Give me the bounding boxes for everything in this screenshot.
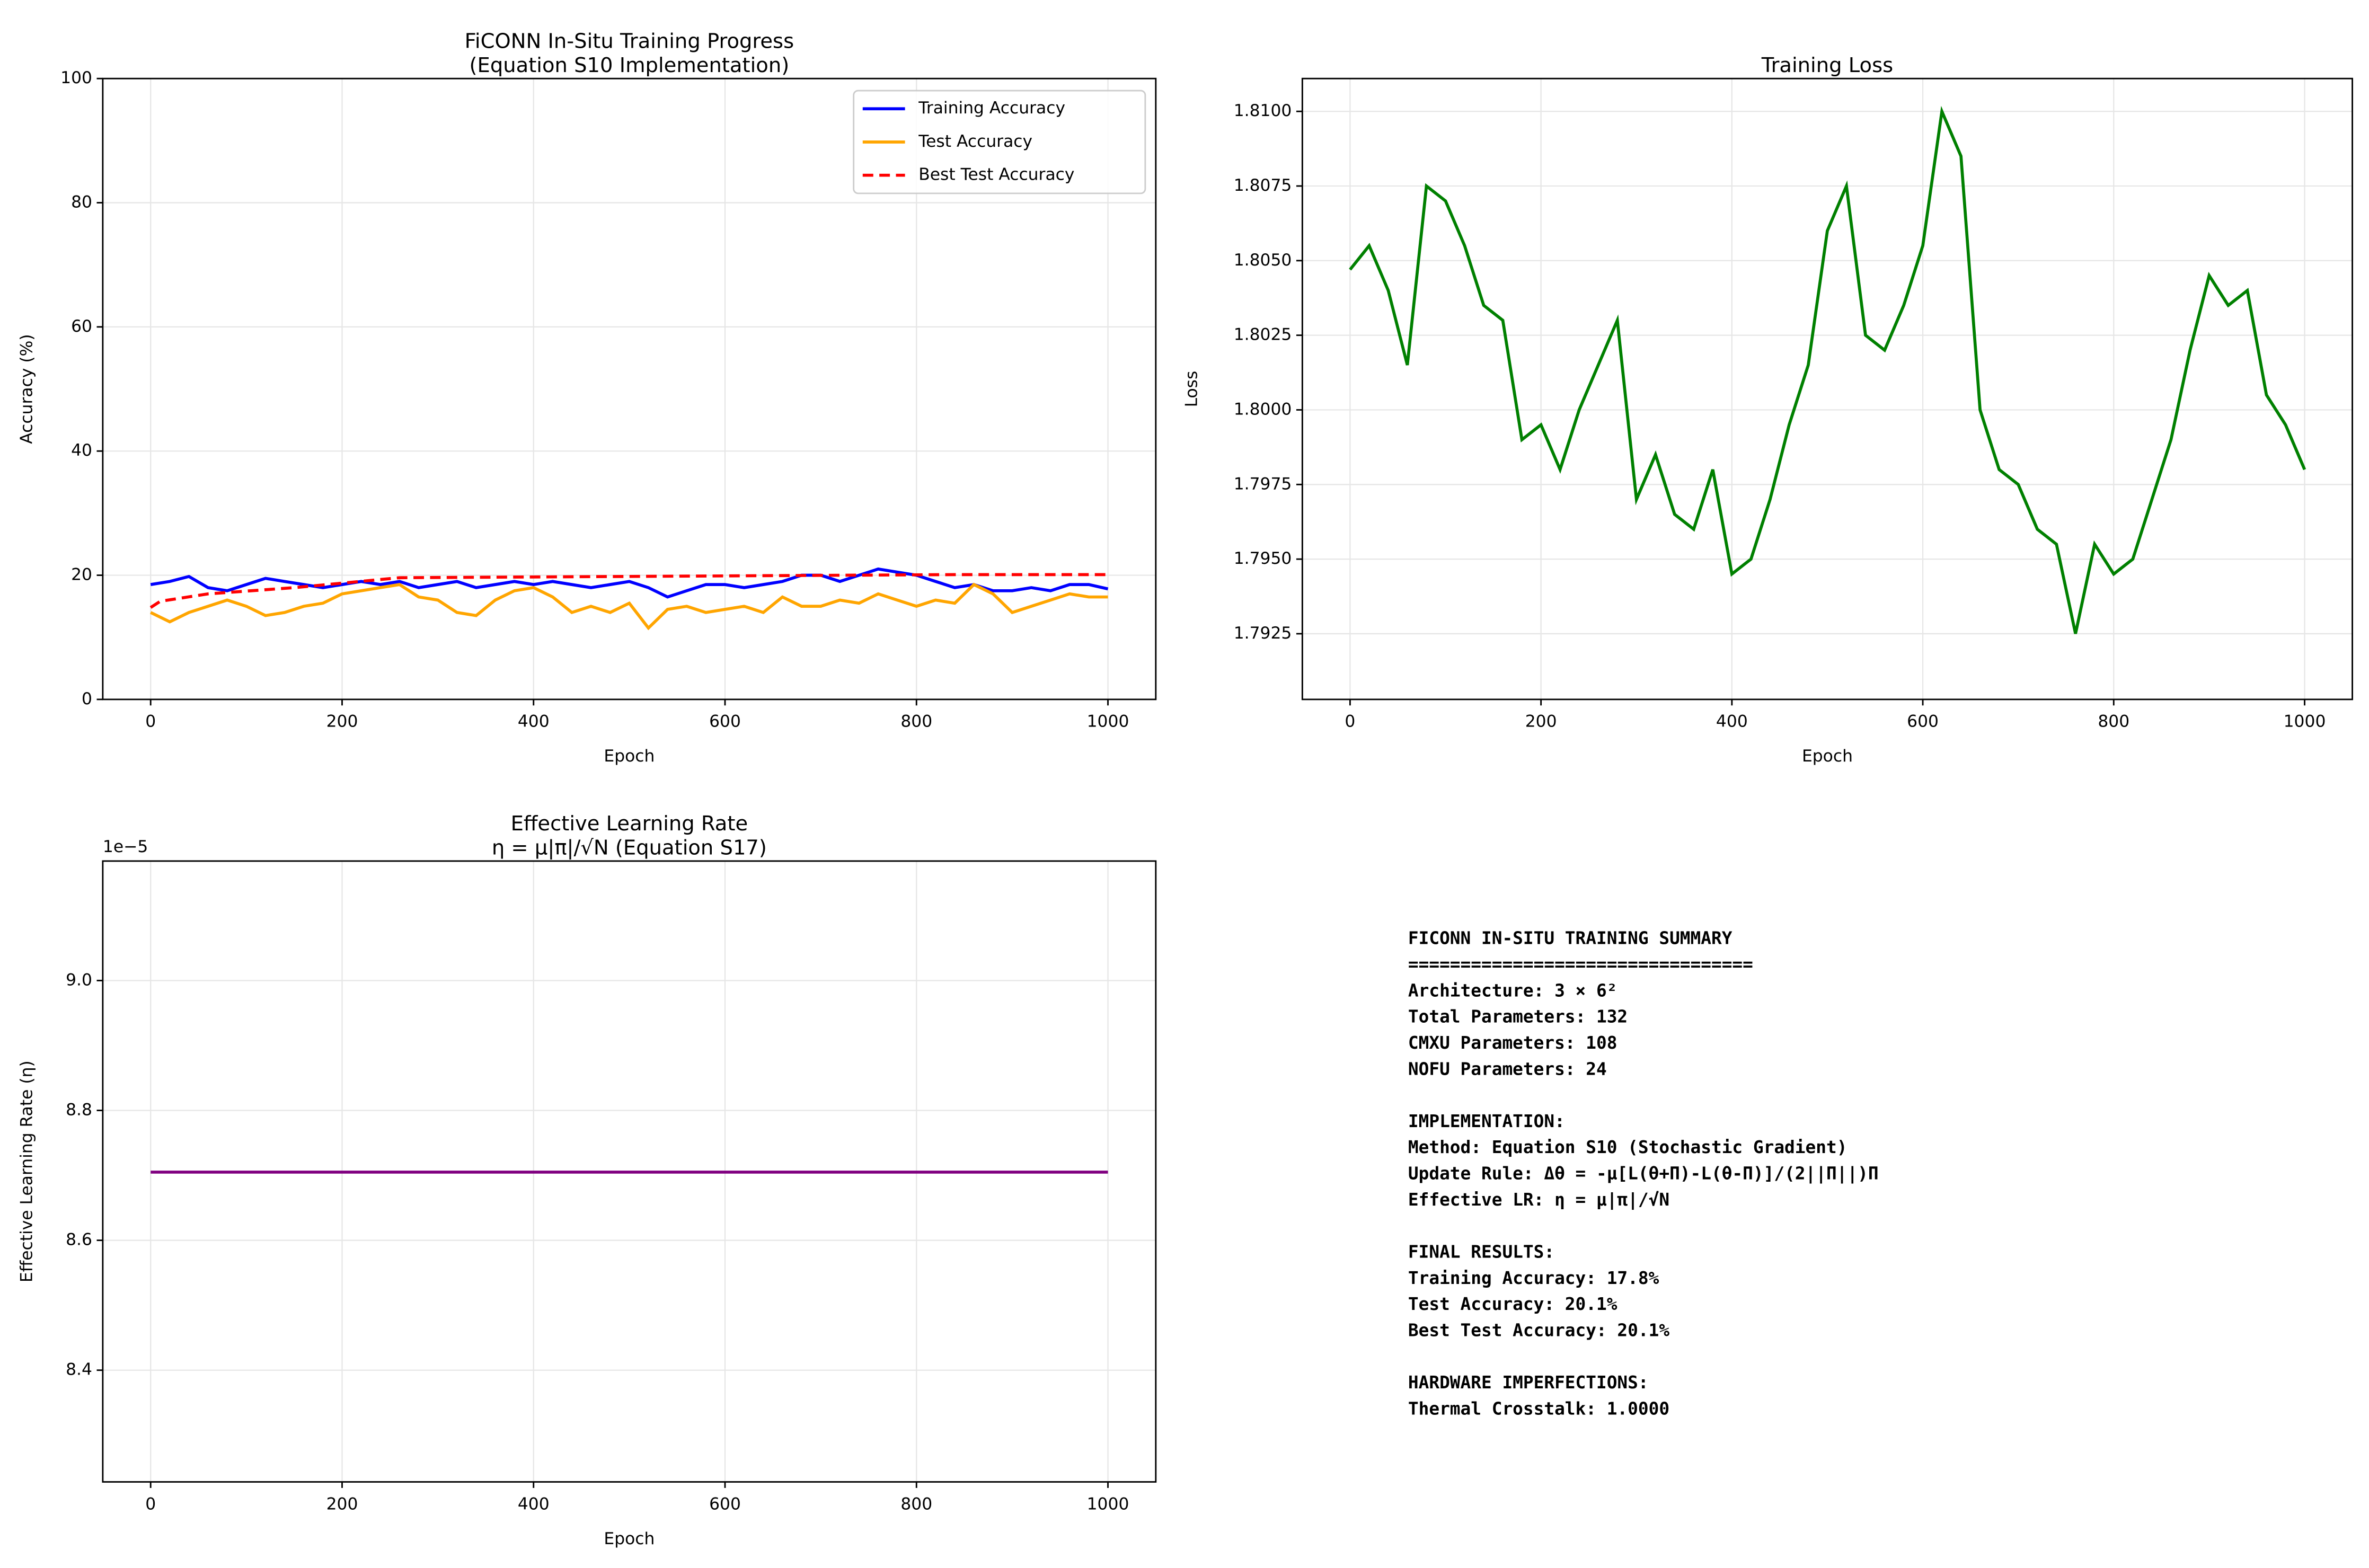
summary-line: NOFU Parameters: 24 — [1408, 1059, 1607, 1079]
summary-line: Thermal Crosstalk: 1.0000 — [1408, 1398, 1669, 1419]
summary-line: Effective LR: η = μ|π|/√N — [1408, 1190, 1669, 1210]
summary-line: ================================= — [1408, 954, 1753, 975]
y-tick-label: 8.8 — [66, 1100, 92, 1119]
y-tick-label: 1.8000 — [1234, 400, 1292, 419]
chart-title: η = μ|π|/√N (Equation S17) — [492, 836, 767, 860]
x-tick-label: 600 — [709, 1494, 741, 1513]
summary-line: CMXU Parameters: 108 — [1408, 1033, 1617, 1053]
data-line — [1349, 105, 2306, 634]
summary-line: Total Parameters: 132 — [1408, 1007, 1628, 1027]
summary-line: Training Accuracy: 17.8% — [1408, 1268, 1659, 1288]
summary-line: Architecture: 3 × 6² — [1408, 980, 1617, 1000]
x-tick-label: 600 — [709, 712, 741, 731]
summary-line: Test Accuracy: 20.1% — [1408, 1294, 1617, 1314]
chart-title: FiCONN In-Situ Training Progress — [465, 29, 794, 53]
x-tick-label: 1000 — [1087, 712, 1129, 731]
y-tick-label: 1.7975 — [1234, 474, 1292, 493]
summary-line: IMPLEMENTATION: — [1408, 1111, 1565, 1131]
axes-frame — [1301, 77, 2353, 701]
y-tick-label: 60 — [71, 317, 92, 336]
y-tick-label: 8.6 — [66, 1230, 92, 1250]
y-tick-label: 9.0 — [66, 970, 92, 989]
x-tick-label: 200 — [326, 712, 358, 731]
y-tick-label: 40 — [71, 441, 92, 460]
legend-label: Training Accuracy — [918, 99, 1065, 118]
x-tick-label: 0 — [145, 712, 156, 731]
y-tick-label: 100 — [60, 68, 92, 87]
chart-title: Training Loss — [1761, 54, 1893, 77]
y-tick-label: 8.4 — [66, 1360, 92, 1379]
summary-line: Best Test Accuracy: 20.1% — [1408, 1320, 1669, 1340]
chart-title: (Equation S10 Implementation) — [470, 54, 790, 77]
summary-line: FINAL RESULTS: — [1408, 1242, 1554, 1262]
summary-line: HARDWARE IMPERFECTIONS: — [1408, 1372, 1649, 1393]
y-tick-label: 20 — [71, 565, 92, 584]
y-tick-label: 1.8025 — [1234, 325, 1292, 344]
y-axis-label: Effective Learning Rate (η) — [17, 1060, 36, 1282]
x-tick-label: 400 — [1716, 712, 1748, 731]
y-tick-label: 1.8075 — [1234, 176, 1292, 195]
x-tick-label: 200 — [1525, 712, 1557, 731]
y-axis-label: Loss — [1182, 371, 1201, 407]
x-tick-label: 200 — [326, 1494, 358, 1513]
x-axis-label: Epoch — [604, 747, 655, 766]
y-tick-label: 1.7950 — [1234, 549, 1292, 568]
x-tick-label: 1000 — [2284, 712, 2326, 731]
y-tick-label: 0 — [82, 689, 92, 708]
legend-label: Best Test Accuracy — [918, 165, 1074, 184]
data-line — [149, 582, 1108, 631]
x-tick-label: 600 — [1907, 712, 1939, 731]
axes-frame — [102, 77, 1157, 701]
y-tick-label: 1.7925 — [1234, 624, 1292, 643]
x-tick-label: 1000 — [1087, 1494, 1129, 1513]
x-tick-label: 400 — [518, 712, 550, 731]
x-tick-label: 400 — [518, 1494, 550, 1513]
x-tick-label: 800 — [2098, 712, 2129, 731]
x-tick-label: 800 — [900, 712, 932, 731]
legend-label: Test Accuracy — [918, 132, 1032, 151]
summary-line: Method: Equation S10 (Stochastic Gradien… — [1408, 1137, 1848, 1157]
x-tick-label: 0 — [1345, 712, 1355, 731]
y-tick-label: 1.8050 — [1234, 251, 1292, 270]
summary-line: FICONN IN-SITU TRAINING SUMMARY — [1408, 928, 1732, 949]
axis-offset-label: 1e−5 — [103, 837, 148, 856]
axes-frame — [102, 860, 1157, 1483]
x-tick-label: 800 — [900, 1494, 932, 1513]
chart-title: Effective Learning Rate — [511, 812, 748, 836]
data-line — [149, 573, 1108, 609]
data-line — [150, 567, 1109, 599]
y-axis-label: Accuracy (%) — [17, 334, 36, 444]
x-tick-label: 0 — [145, 1494, 156, 1513]
legend-box — [853, 90, 1146, 194]
x-axis-label: Epoch — [1802, 747, 1853, 766]
x-axis-label: Epoch — [604, 1529, 655, 1548]
y-tick-label: 80 — [71, 193, 92, 212]
y-tick-label: 1.8100 — [1234, 101, 1292, 120]
summary-line: Update Rule: Δθ = -μ[L(θ+Π)-L(θ-Π)]/(2||… — [1408, 1164, 1879, 1184]
